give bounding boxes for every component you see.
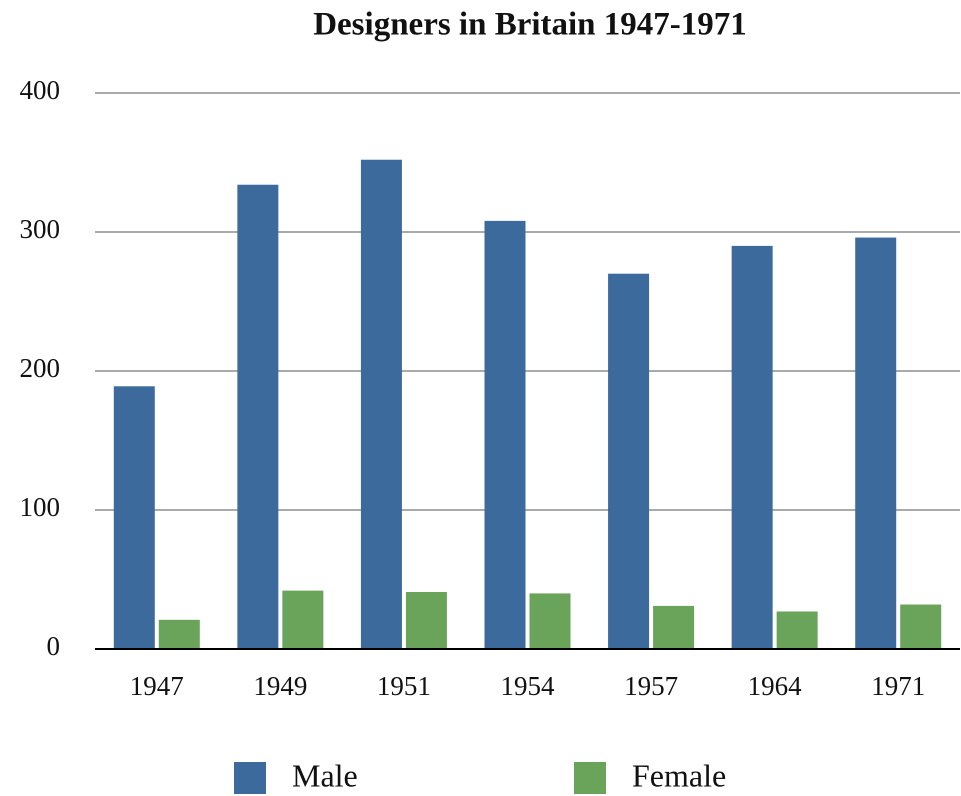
x-tick-label: 1964 (748, 671, 803, 701)
x-tick-label: 1949 (253, 671, 307, 701)
bar (282, 590, 324, 649)
legend-swatch (234, 762, 266, 794)
bar (360, 159, 402, 649)
x-tick-label: 1951 (377, 671, 431, 701)
bar (405, 592, 447, 649)
y-tick-label: 100 (20, 492, 61, 522)
y-tick-label: 200 (20, 353, 61, 383)
y-tick-label: 0 (47, 631, 61, 661)
x-tick-label: 1957 (624, 671, 678, 701)
bar (237, 184, 279, 650)
x-tick-label: 1947 (130, 671, 184, 701)
chart-title: Designers in Britain 1947-1971 (313, 7, 747, 43)
legend-label: Male (292, 757, 358, 793)
legend-label: Female (632, 757, 726, 793)
bar (776, 611, 818, 649)
bar (731, 245, 773, 649)
bar (158, 619, 200, 649)
bar (608, 273, 650, 649)
x-tick-label: 1954 (501, 671, 556, 701)
legend-swatch (574, 762, 606, 794)
x-tick-label: 1971 (871, 671, 925, 701)
bar (653, 605, 695, 649)
bar (900, 604, 942, 649)
y-tick-label: 300 (20, 214, 61, 244)
bar (855, 237, 897, 649)
bar (484, 220, 526, 649)
bar (529, 593, 571, 649)
bar (113, 386, 155, 649)
y-tick-label: 400 (20, 75, 61, 105)
